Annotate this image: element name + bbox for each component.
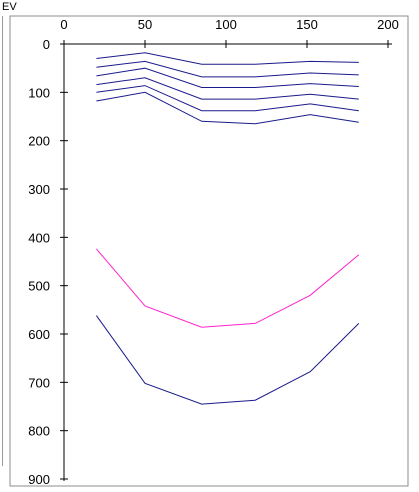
series-line-6 bbox=[96, 91, 359, 125]
x-tick-label: 50 bbox=[138, 17, 152, 32]
y-tick-label: 700 bbox=[28, 375, 50, 390]
series-line-8 bbox=[95, 315, 360, 405]
series-line-4 bbox=[96, 77, 359, 100]
series-line-1 bbox=[96, 52, 359, 65]
y-tick-label: 100 bbox=[28, 85, 50, 100]
series-line-7 bbox=[96, 248, 360, 328]
series-line-5 bbox=[96, 85, 359, 112]
x-tick-label: 100 bbox=[215, 17, 237, 32]
series-line-2 bbox=[96, 60, 359, 78]
y-tick-label: 500 bbox=[28, 279, 50, 294]
y-tick-label: 800 bbox=[28, 424, 50, 439]
series-line-3 bbox=[96, 67, 359, 88]
y-tick-label: 600 bbox=[28, 327, 50, 342]
y-tick-label: 200 bbox=[28, 134, 50, 149]
y-tick-label: 900 bbox=[28, 472, 50, 487]
y-tick-label: 400 bbox=[28, 230, 50, 245]
plot-frame bbox=[9, 15, 409, 487]
y-axis-label: EV bbox=[2, 1, 17, 13]
left-panel-border bbox=[0, 16, 3, 466]
x-tick-label: 200 bbox=[377, 17, 399, 32]
y-tick-label: 0 bbox=[43, 37, 50, 52]
x-tick-label: 0 bbox=[60, 17, 67, 32]
y-tick-label: 300 bbox=[28, 182, 50, 197]
x-tick-label: 150 bbox=[296, 17, 318, 32]
